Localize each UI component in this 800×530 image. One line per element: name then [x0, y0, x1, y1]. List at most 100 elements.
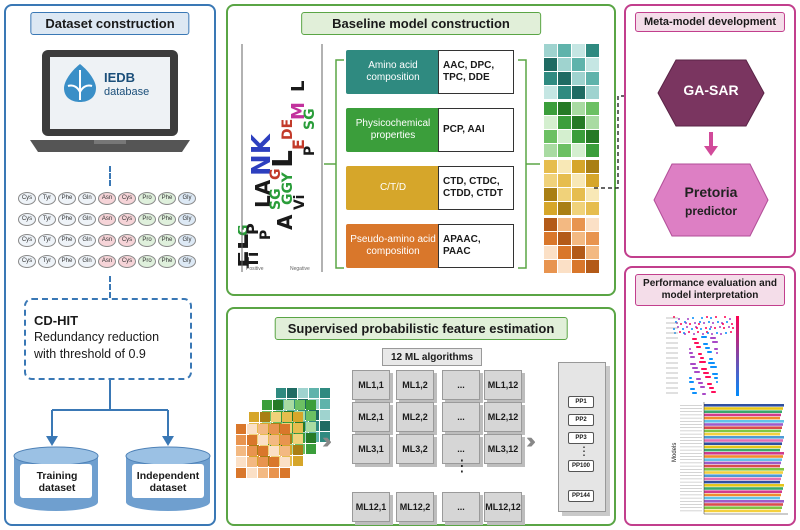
gasar-label: GA-SAR — [683, 82, 739, 98]
shap-point — [690, 388, 692, 390]
feature-group-name: C/T/D — [346, 166, 440, 210]
model-bar — [704, 480, 780, 484]
tile-cell — [280, 457, 290, 467]
shap-point — [712, 322, 714, 324]
pretoria-hexagon — [653, 163, 769, 237]
heatmap-cell — [586, 58, 599, 71]
amino-acid-cell: Gln — [78, 192, 96, 205]
tile-cell — [320, 421, 330, 431]
tile-cell — [236, 435, 246, 445]
tile-cell — [293, 423, 303, 433]
independent-label-1: Independent — [136, 470, 200, 482]
tile-cell — [293, 412, 303, 422]
shap-point — [701, 368, 703, 370]
heatmap-cell — [558, 174, 571, 187]
amino-acid-cell: Gln — [78, 255, 96, 268]
heatmap-cell — [558, 260, 571, 273]
heatmap-cell — [558, 72, 571, 85]
heatmap-cell — [558, 232, 571, 245]
amino-acid-cell: Phe — [58, 213, 76, 226]
heatmap-cell — [572, 232, 585, 245]
ml-model-box: ML2,12 — [484, 402, 522, 432]
shap-point — [711, 391, 713, 393]
svg-text:SG: SG — [302, 108, 318, 130]
amino-acid-cell: Cys — [18, 213, 36, 226]
svg-text:A: A — [273, 214, 297, 230]
tile-cell — [262, 400, 272, 410]
shap-point — [694, 371, 696, 373]
shap-point — [686, 326, 688, 328]
feature-group-items: AAC, DPC, TPC, DDE — [438, 50, 514, 94]
sequence-logo-icon: EL G Ti P P LA NK SG G A GGY L DE Vi E M… — [238, 44, 323, 272]
shap-point — [705, 347, 707, 349]
shap-point — [700, 357, 702, 359]
shap-point — [707, 332, 709, 334]
model-bar — [704, 416, 780, 420]
heatmap-cell — [572, 188, 585, 201]
amino-acid-cell: Gly — [178, 234, 196, 247]
shap-point — [720, 333, 722, 335]
svg-text:Ti: Ti — [243, 252, 262, 268]
shap-point — [680, 323, 682, 325]
tile-cell — [247, 457, 257, 467]
ml-model-box: ML12,12 — [484, 492, 522, 522]
tile-cell — [287, 388, 297, 398]
tile-cell — [280, 435, 290, 445]
svg-text:Vi: Vi — [292, 195, 308, 210]
split-arrows — [46, 380, 174, 446]
shap-point — [724, 316, 726, 318]
amino-acid-cell: Phe — [58, 234, 76, 247]
model-bar — [704, 448, 780, 452]
model-bar — [704, 432, 780, 436]
shap-point — [690, 356, 692, 358]
tile-cell — [284, 400, 294, 410]
heatmap-cell — [572, 174, 585, 187]
model-bar — [704, 445, 781, 449]
amino-acid-cell: Tyr — [38, 255, 56, 268]
heatmap-cell — [586, 188, 599, 201]
shap-point — [717, 321, 719, 323]
tile-cell — [309, 388, 319, 398]
model-bar — [704, 461, 781, 465]
pp-item: PP3 — [568, 432, 594, 444]
shap-point — [711, 333, 713, 335]
independent-db-icon — [125, 446, 211, 511]
gasar-hexagon — [657, 59, 765, 127]
tile-cell — [306, 411, 316, 421]
ml-model-box: ML1,12 — [484, 370, 522, 400]
meta-model-panel: Meta-model development — [624, 4, 796, 258]
model-bar — [704, 413, 781, 417]
shap-point — [699, 321, 701, 323]
heatmap-cell — [558, 86, 571, 99]
tile-cell — [236, 446, 246, 456]
shap-point — [684, 333, 686, 335]
shap-point — [692, 367, 694, 369]
model-bar — [704, 506, 782, 509]
amino-acid-cell: Tyr — [38, 234, 56, 247]
pp-ellipsis: ⋮ — [578, 444, 590, 458]
tile-cell — [273, 400, 283, 410]
cdhit-title: CD-HIT — [34, 313, 79, 328]
heatmap-cell — [586, 160, 599, 173]
model-bar — [704, 426, 782, 429]
heatmap-cell — [586, 218, 599, 231]
svg-text:LA: LA — [251, 179, 275, 208]
heatmap-cell — [544, 232, 557, 245]
tile-cell — [258, 457, 268, 467]
amino-acid-cell: Phe — [158, 255, 176, 268]
svg-text:GGY: GGY — [280, 171, 296, 205]
shap-point — [723, 327, 725, 329]
amino-acid-cell: Phe — [158, 213, 176, 226]
stacked-feature-tiles — [236, 388, 330, 478]
feature-group-name: Pseudo-amino acid composition — [346, 224, 440, 268]
tile-cell — [247, 468, 257, 478]
tile-cell — [269, 457, 279, 467]
amino-acid-cell: Pro — [138, 213, 156, 226]
amino-acid-cell: Cys — [18, 234, 36, 247]
heatmap-cell — [586, 260, 599, 273]
model-bar — [704, 410, 782, 413]
shap-point — [694, 322, 696, 324]
vertical-ellipsis: ⋮ — [454, 458, 470, 475]
shap-point — [703, 343, 705, 345]
heatmap-cell — [544, 202, 557, 215]
